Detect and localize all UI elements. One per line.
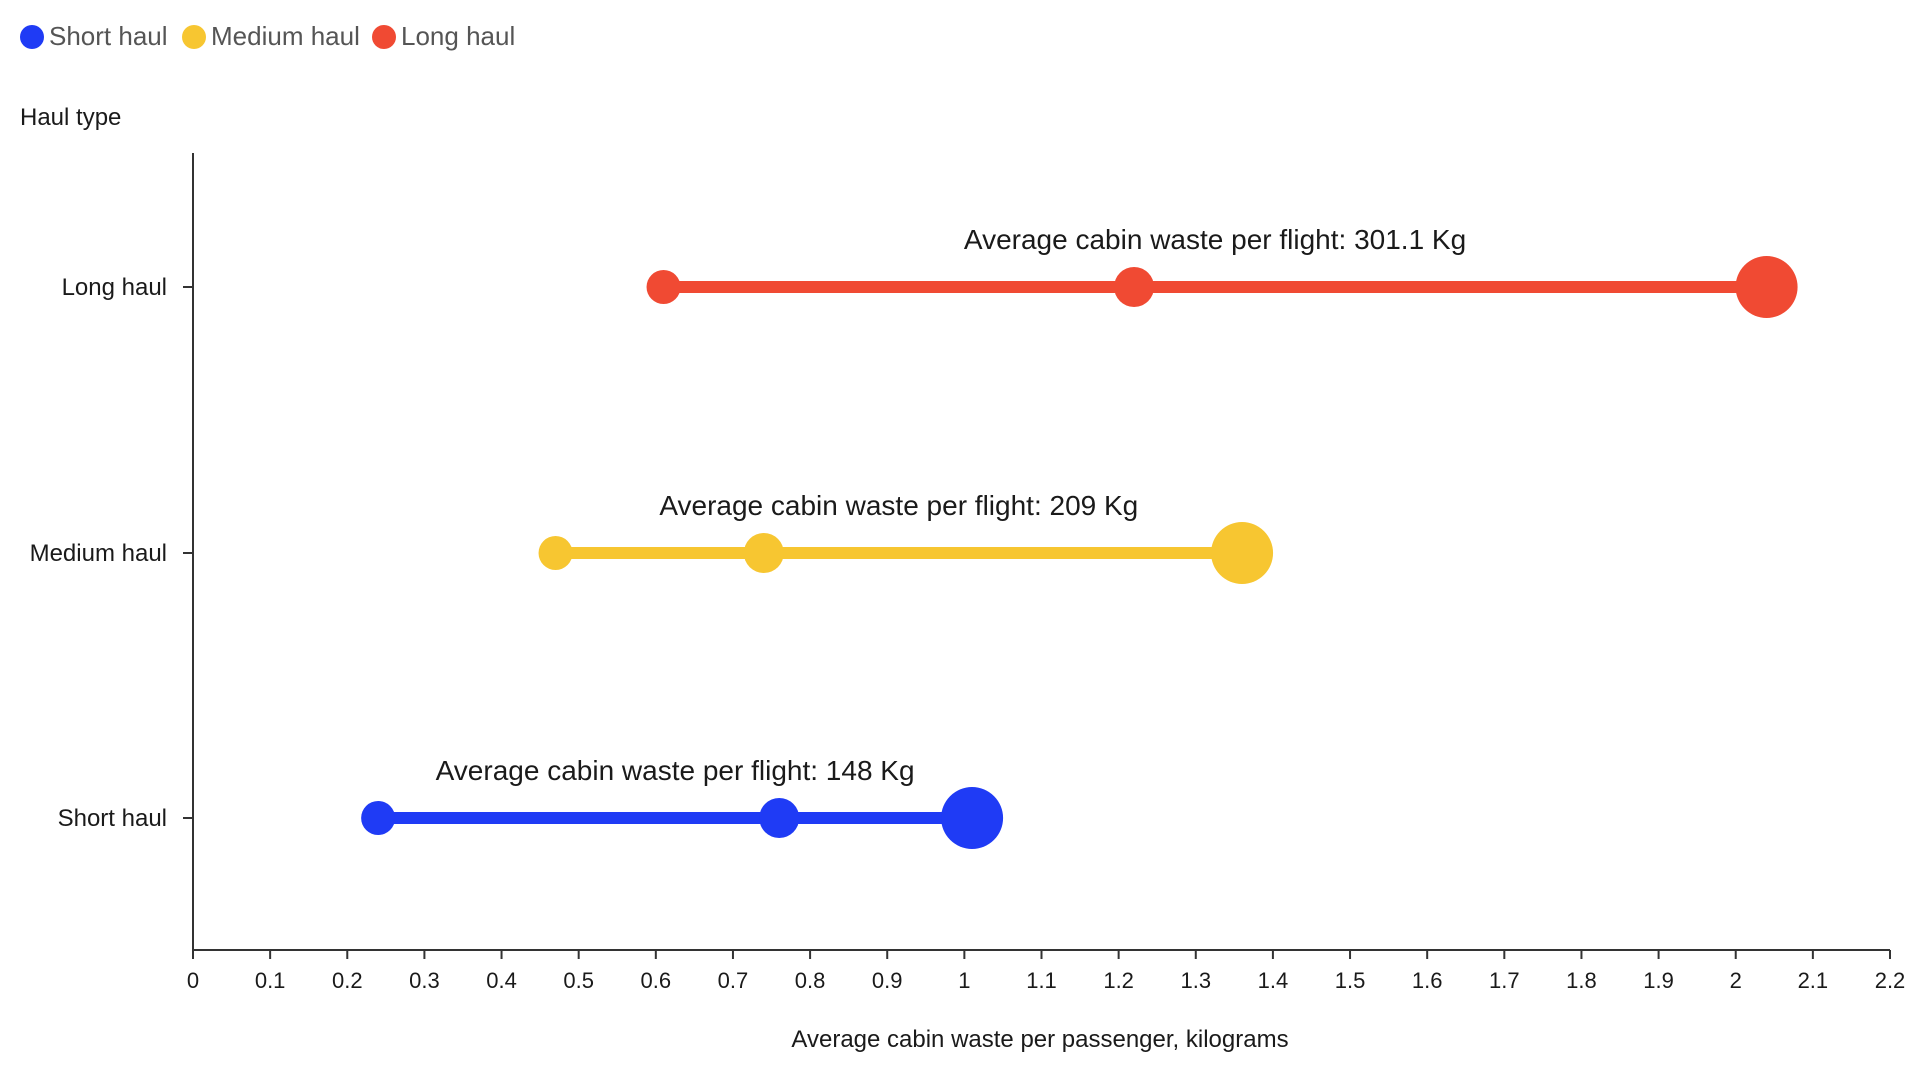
x-tick-label: 0.1 — [255, 968, 286, 993]
annotation-short-haul: Average cabin waste per flight: 148 Kg — [436, 755, 915, 786]
dot-long-haul-1 — [647, 270, 681, 304]
x-tick-label: 1.1 — [1026, 968, 1057, 993]
x-tick-label: 1.9 — [1643, 968, 1674, 993]
dot-medium-haul-1 — [539, 536, 573, 570]
x-tick-label: 0.9 — [872, 968, 903, 993]
y-tick-label-long-haul: Long haul — [62, 274, 167, 301]
dot-medium-haul-2 — [744, 533, 784, 573]
x-tick-label: 0.3 — [409, 968, 440, 993]
dot-short-haul-1 — [361, 801, 395, 835]
y-axis: Long haul Medium haul Short haul — [30, 153, 193, 950]
legend-label-long-haul: Long haul — [401, 21, 515, 51]
x-tick-label: 0.5 — [563, 968, 594, 993]
dot-short-haul-3 — [941, 787, 1003, 849]
x-tick-label: 0.4 — [486, 968, 517, 993]
legend-label-medium-haul: Medium haul — [211, 21, 360, 51]
series-medium-haul: Average cabin waste per flight: 209 Kg — [539, 490, 1274, 584]
dot-short-haul-2 — [759, 798, 799, 838]
x-tick-label: 1.6 — [1412, 968, 1443, 993]
x-tick-label: 1.3 — [1180, 968, 1211, 993]
y-axis-title: Haul type — [20, 104, 121, 131]
annotation-medium-haul: Average cabin waste per flight: 209 Kg — [659, 490, 1138, 521]
x-axis: 0 0.1 0.2 0.3 0.4 0.5 0.6 0.7 0.8 0.9 1 1.1 1.2 1.3 1.… — [187, 950, 1905, 993]
x-tick-label: 1.4 — [1258, 968, 1289, 993]
annotation-long-haul: Average cabin waste per flight: 301.1 Kg — [964, 224, 1466, 255]
x-tick-label: 2 — [1730, 968, 1742, 993]
x-tick-label: 0.8 — [795, 968, 826, 993]
dot-medium-haul-3 — [1211, 522, 1273, 584]
x-tick-label: 1.7 — [1489, 968, 1520, 993]
legend-swatch-long-haul — [372, 25, 396, 49]
plot-area: Average cabin waste per flight: 301.1 Kg… — [361, 224, 1797, 849]
x-tick-label: 0 — [187, 968, 199, 993]
legend-label-short-haul: Short haul — [49, 21, 168, 51]
x-tick-label: 1.2 — [1103, 968, 1134, 993]
x-tick-label: 2.2 — [1875, 968, 1906, 993]
dot-long-haul-3 — [1736, 256, 1798, 318]
series-long-haul: Average cabin waste per flight: 301.1 Kg — [647, 224, 1798, 318]
legend: Short haul Medium haul Long haul — [20, 21, 515, 51]
x-tick-label: 0.2 — [332, 968, 363, 993]
x-axis-title: Average cabin waste per passenger, kilog… — [791, 1026, 1288, 1053]
x-tick-label: 1.8 — [1566, 968, 1597, 993]
y-tick-label-short-haul: Short haul — [58, 805, 167, 832]
x-tick-label: 1.5 — [1335, 968, 1366, 993]
series-short-haul: Average cabin waste per flight: 148 Kg — [361, 755, 1003, 849]
x-tick-label: 2.1 — [1798, 968, 1829, 993]
legend-swatch-short-haul — [20, 25, 44, 49]
dot-long-haul-2 — [1114, 267, 1154, 307]
y-tick-label-medium-haul: Medium haul — [30, 540, 167, 567]
x-tick-label: 0.7 — [718, 968, 749, 993]
x-tick-label: 1 — [958, 968, 970, 993]
x-tick-label: 0.6 — [641, 968, 672, 993]
dot-range-chart: Short haul Medium haul Long haul Haul type… — [0, 0, 1920, 1080]
legend-swatch-medium-haul — [182, 25, 206, 49]
